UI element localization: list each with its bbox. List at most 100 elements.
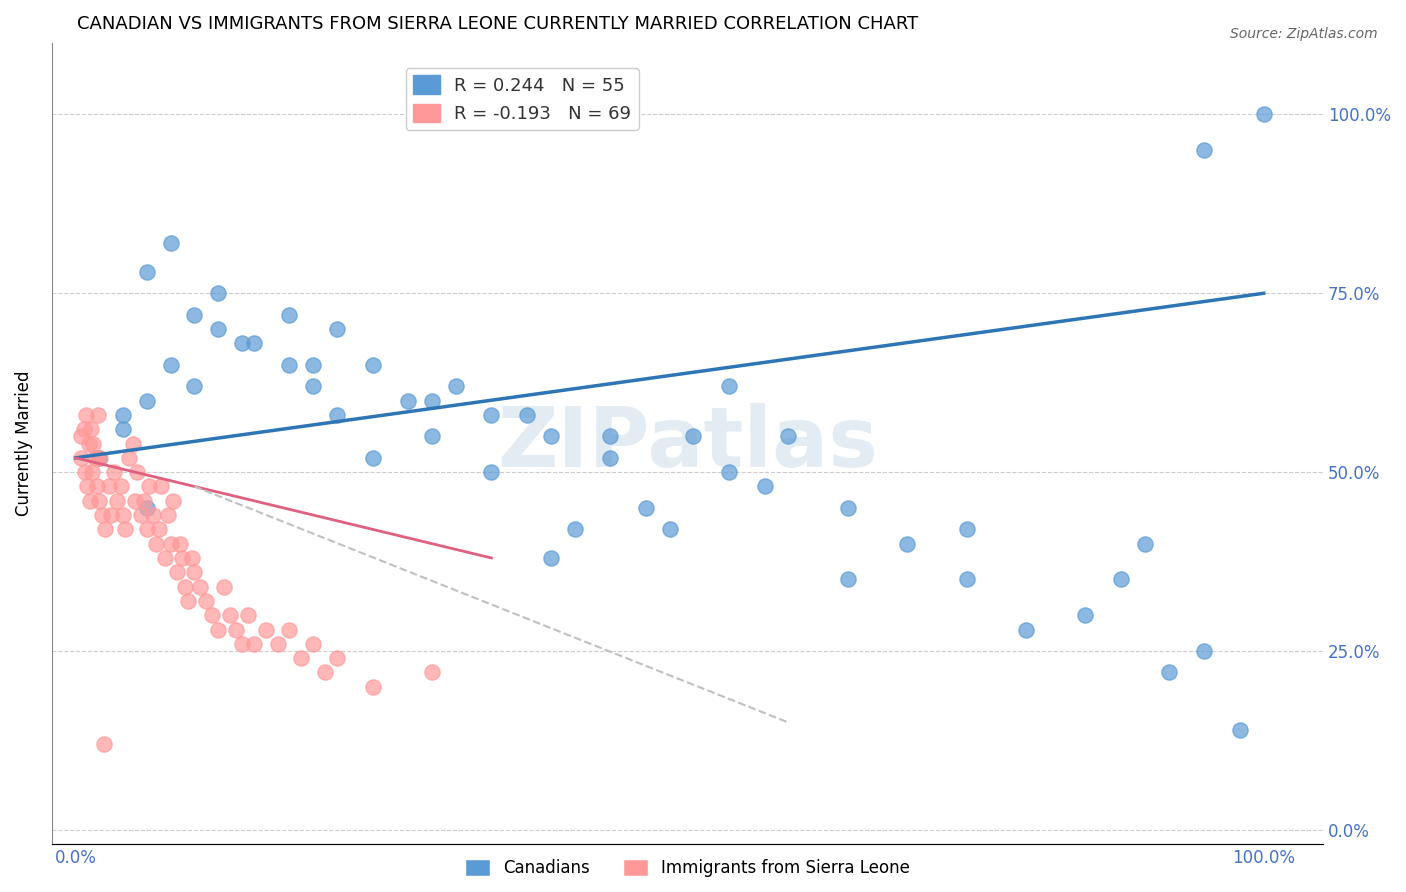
Immigrants from Sierra Leone	[236, 608, 259, 623]
Canadians	[242, 336, 264, 351]
Canadians	[1194, 644, 1216, 658]
Immigrants from Sierra Leone	[94, 522, 117, 536]
Immigrants from Sierra Leone	[201, 608, 224, 623]
Canadians	[396, 393, 419, 408]
Immigrants from Sierra Leone	[83, 450, 105, 465]
Immigrants from Sierra Leone	[169, 536, 191, 550]
Canadians	[1074, 608, 1097, 623]
Immigrants from Sierra Leone	[183, 566, 205, 580]
Immigrants from Sierra Leone	[212, 580, 235, 594]
Immigrants from Sierra Leone	[266, 637, 288, 651]
Canadians	[658, 522, 681, 536]
Immigrants from Sierra Leone	[142, 508, 165, 522]
Immigrants from Sierra Leone	[70, 450, 93, 465]
Immigrants from Sierra Leone	[100, 508, 122, 522]
Canadians	[420, 393, 443, 408]
Immigrants from Sierra Leone	[181, 551, 204, 566]
Immigrants from Sierra Leone	[162, 493, 184, 508]
Immigrants from Sierra Leone	[166, 566, 188, 580]
Canadians	[444, 379, 467, 393]
Canadians	[420, 429, 443, 443]
Canadians	[599, 429, 621, 443]
Immigrants from Sierra Leone	[89, 493, 111, 508]
Canadians	[159, 236, 181, 251]
Immigrants from Sierra Leone	[138, 479, 160, 493]
Canadians	[183, 308, 205, 322]
Canadians	[718, 379, 741, 393]
Immigrants from Sierra Leone	[314, 665, 336, 680]
Canadians	[778, 429, 800, 443]
Canadians	[564, 522, 586, 536]
Canadians	[718, 465, 741, 479]
Immigrants from Sierra Leone	[254, 623, 277, 637]
Canadians	[1253, 107, 1275, 121]
Immigrants from Sierra Leone	[110, 479, 132, 493]
Immigrants from Sierra Leone	[76, 479, 98, 493]
Canadians	[479, 408, 502, 422]
Immigrants from Sierra Leone	[87, 408, 110, 422]
Immigrants from Sierra Leone	[225, 623, 247, 637]
Canadians	[540, 429, 562, 443]
Immigrants from Sierra Leone	[134, 493, 156, 508]
Canadians	[479, 465, 502, 479]
Canadians	[1015, 623, 1038, 637]
Canadians	[956, 573, 979, 587]
Canadians	[837, 573, 859, 587]
Canadians	[361, 450, 384, 465]
Canadians	[135, 265, 157, 279]
Immigrants from Sierra Leone	[112, 508, 135, 522]
Immigrants from Sierra Leone	[173, 580, 195, 594]
Immigrants from Sierra Leone	[82, 465, 104, 479]
Immigrants from Sierra Leone	[231, 637, 253, 651]
Immigrants from Sierra Leone	[135, 522, 157, 536]
Immigrants from Sierra Leone	[90, 508, 112, 522]
Immigrants from Sierra Leone	[153, 551, 176, 566]
Immigrants from Sierra Leone	[242, 637, 264, 651]
Immigrants from Sierra Leone	[278, 623, 301, 637]
Immigrants from Sierra Leone	[97, 479, 120, 493]
Immigrants from Sierra Leone	[114, 522, 136, 536]
Canadians	[278, 308, 301, 322]
Canadians	[231, 336, 253, 351]
Canadians	[302, 358, 325, 372]
Immigrants from Sierra Leone	[80, 422, 103, 436]
Text: Source: ZipAtlas.com: Source: ZipAtlas.com	[1230, 27, 1378, 41]
Immigrants from Sierra Leone	[207, 623, 229, 637]
Immigrants from Sierra Leone	[93, 737, 115, 751]
Canadians	[1109, 573, 1132, 587]
Canadians	[278, 358, 301, 372]
Canadians	[1133, 536, 1156, 550]
Immigrants from Sierra Leone	[302, 637, 325, 651]
Immigrants from Sierra Leone	[290, 651, 312, 665]
Text: ZIPatlas: ZIPatlas	[496, 403, 877, 484]
Immigrants from Sierra Leone	[73, 465, 96, 479]
Immigrants from Sierra Leone	[177, 594, 200, 608]
Canadians	[516, 408, 538, 422]
Canadians	[207, 286, 229, 301]
Canadians	[207, 322, 229, 336]
Canadians	[112, 422, 135, 436]
Canadians	[302, 379, 325, 393]
Canadians	[112, 408, 135, 422]
Immigrants from Sierra Leone	[219, 608, 242, 623]
Immigrants from Sierra Leone	[89, 450, 111, 465]
Canadians	[634, 500, 657, 515]
Immigrants from Sierra Leone	[70, 429, 93, 443]
Canadians	[754, 479, 776, 493]
Immigrants from Sierra Leone	[159, 536, 181, 550]
Canadians	[361, 358, 384, 372]
Immigrants from Sierra Leone	[326, 651, 349, 665]
Canadians	[89, 450, 111, 465]
Immigrants from Sierra Leone	[361, 680, 384, 694]
Text: CANADIAN VS IMMIGRANTS FROM SIERRA LEONE CURRENTLY MARRIED CORRELATION CHART: CANADIAN VS IMMIGRANTS FROM SIERRA LEONE…	[77, 15, 918, 33]
Immigrants from Sierra Leone	[103, 465, 125, 479]
Canadians	[1229, 723, 1251, 737]
Canadians	[135, 500, 157, 515]
Immigrants from Sierra Leone	[129, 508, 152, 522]
Canadians	[1194, 143, 1216, 157]
Canadians	[326, 322, 349, 336]
Canadians	[682, 429, 704, 443]
Canadians	[896, 536, 918, 550]
Legend: Canadians, Immigrants from Sierra Leone: Canadians, Immigrants from Sierra Leone	[458, 853, 917, 884]
Canadians	[837, 500, 859, 515]
